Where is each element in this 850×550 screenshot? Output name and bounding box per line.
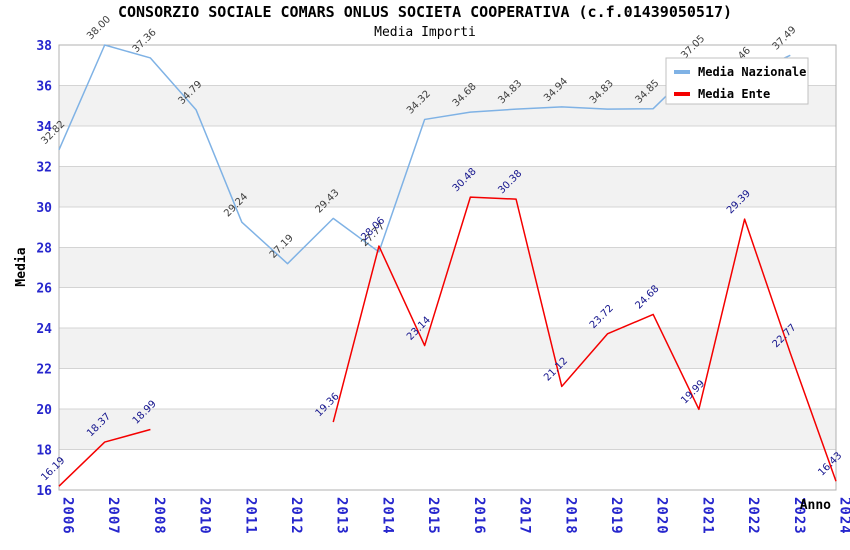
x-tick-label: 2023 xyxy=(791,497,807,535)
y-tick-label: 32 xyxy=(36,160,52,175)
plot-band xyxy=(59,166,836,207)
x-tick-label: 2021 xyxy=(699,497,715,535)
x-axis-title: Anno xyxy=(800,498,831,513)
y-axis-title: Media xyxy=(14,247,29,286)
y-tick-label: 38 xyxy=(36,39,52,54)
x-tick-label: 2018 xyxy=(562,497,578,535)
x-tick-label: 2024 xyxy=(837,497,850,535)
legend-line-sample xyxy=(674,92,690,96)
series-line-media-ente xyxy=(332,196,837,482)
chart-subtitle: Media Importi xyxy=(374,25,476,40)
plot-border xyxy=(58,44,837,491)
x-tick-label: 2008 xyxy=(151,497,167,535)
legend-label: Media Ente xyxy=(698,87,770,101)
x-tick-label: 2019 xyxy=(608,497,624,535)
plot-band xyxy=(59,409,836,450)
chart-title: CONSORZIO SOCIALE COMARS ONLUS SOCIETA C… xyxy=(118,3,732,21)
x-tick-label: 2015 xyxy=(425,497,441,535)
x-tick-label: 2006 xyxy=(60,497,76,535)
chart-legend: Media Nazionale Media Ente xyxy=(665,57,809,105)
y-tick-label: 22 xyxy=(36,363,52,378)
point-label: 16.19 xyxy=(39,455,67,483)
y-tick-label: 20 xyxy=(36,403,52,418)
point-label: 37.36 xyxy=(131,27,159,55)
y-tick-label: 26 xyxy=(36,282,52,297)
y-tick-label: 16 xyxy=(36,484,52,499)
point-label: 23.72 xyxy=(588,303,616,331)
x-tick-label: 2016 xyxy=(471,497,487,535)
x-tick-label: 2017 xyxy=(517,497,533,535)
legend-label: Media Nazionale xyxy=(698,65,806,79)
y-tick-label: 36 xyxy=(36,79,52,94)
y-tick-label: 28 xyxy=(36,241,52,256)
y-tick-label: 24 xyxy=(36,322,52,337)
x-tick-label: 2014 xyxy=(379,497,395,535)
point-label: 37.05 xyxy=(679,33,707,61)
x-tick-label: 2010 xyxy=(197,497,213,535)
series-line-media-ente xyxy=(58,428,151,487)
x-tick-label: 2022 xyxy=(745,497,761,535)
x-tick-label: 2007 xyxy=(105,497,121,535)
point-label: 37.49 xyxy=(771,24,799,52)
x-tick-label: 2012 xyxy=(288,497,304,535)
y-tick-label: 18 xyxy=(36,444,52,459)
legend-box xyxy=(665,57,809,105)
plot-background xyxy=(58,44,837,491)
point-label: 38.00 xyxy=(85,14,113,42)
x-tick-label: 2020 xyxy=(654,497,670,535)
x-tick-label: 2013 xyxy=(334,497,350,535)
y-tick-label: 30 xyxy=(36,201,52,216)
plot-band xyxy=(59,247,836,288)
plot-band xyxy=(59,328,836,369)
y-tick-label: 34 xyxy=(36,120,52,135)
point-label: 16.43 xyxy=(816,450,844,478)
x-tick-label: 2011 xyxy=(242,497,258,535)
legend-line-sample xyxy=(674,70,690,74)
